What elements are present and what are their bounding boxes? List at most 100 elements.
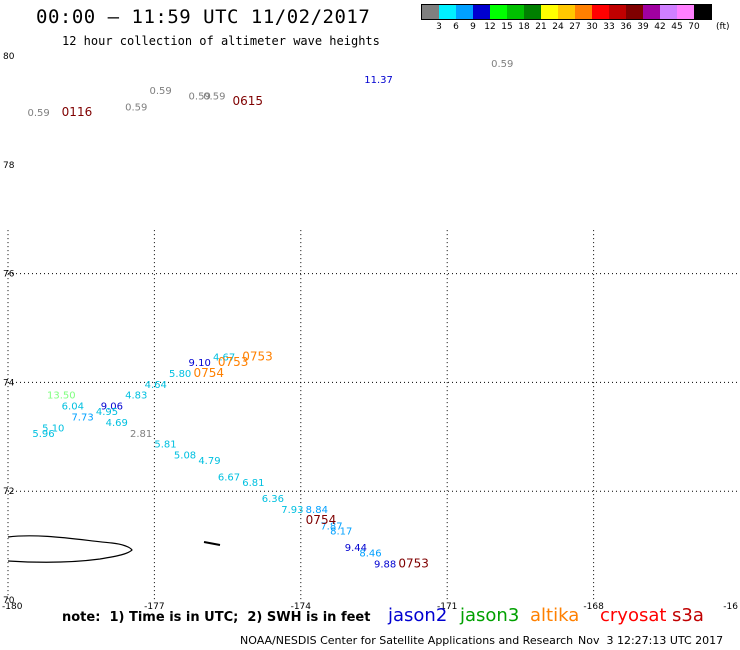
legend-label: 15 xyxy=(501,22,513,32)
legend-label: 33 xyxy=(603,22,615,32)
wave-height-label: 5.80 xyxy=(169,369,191,380)
legend-swatch xyxy=(677,5,694,19)
wave-height-label: 4.95 xyxy=(96,407,118,418)
wave-height-label: 4.79 xyxy=(198,456,220,467)
pass-time-label: 0754 xyxy=(193,366,224,380)
wave-height-label: 0.59 xyxy=(125,102,147,113)
wave-height-label: 7.93 xyxy=(281,505,303,516)
pass-time-label: 0754 xyxy=(306,513,337,527)
lat-label: 78 xyxy=(3,161,15,171)
wave-height-label: 4.64 xyxy=(145,380,167,391)
wave-height-label: 5.96 xyxy=(32,429,54,440)
legend-label: 45 xyxy=(671,22,683,32)
legend-label: 12 xyxy=(484,22,496,32)
legend-label: 9 xyxy=(470,22,476,32)
wave-height-label: 6.67 xyxy=(218,472,240,483)
satellite-jason2: jason2 xyxy=(388,605,448,626)
wave-height-label: 6.36 xyxy=(262,494,284,505)
legend-label: 42 xyxy=(654,22,666,32)
wave-height-label: 9.88 xyxy=(374,559,396,570)
legend-label: 39 xyxy=(637,22,649,32)
legend-label: 27 xyxy=(569,22,581,32)
page-subtitle: 12 hour collection of altimeter wave hei… xyxy=(62,34,380,48)
legend-swatch xyxy=(643,5,660,19)
coastline-islet xyxy=(203,541,221,546)
wave-height-label: 4.83 xyxy=(125,391,147,402)
coastline-wrangel-island xyxy=(7,535,133,563)
lon-label: -16 xyxy=(723,602,738,612)
wave-height-label: 6.04 xyxy=(62,402,84,413)
pass-time-label: 0753 xyxy=(242,350,273,364)
wave-height-label: 5.08 xyxy=(174,451,196,462)
wave-height-label: 5.10 xyxy=(42,423,64,434)
legend-label: 30 xyxy=(586,22,598,32)
legend-color-bar xyxy=(421,4,712,20)
wave-height-label: 0.59 xyxy=(203,92,225,103)
legend-swatch xyxy=(439,5,456,19)
wave-height-label: 8.46 xyxy=(359,548,381,559)
wave-height-label: 2.81 xyxy=(130,429,152,440)
wave-height-label: 9.44 xyxy=(345,543,367,554)
legend-labels: 3 6 9 12 15 18 21 24 27 30 33 36 39 42 45 70 (ft) xyxy=(421,20,729,34)
satellite-altika: altika xyxy=(530,605,580,626)
legend-swatch xyxy=(626,5,643,19)
satellite-cryosat: cryosat xyxy=(600,605,667,626)
legend-label: 3 xyxy=(436,22,442,32)
wave-height-label: 4.67 xyxy=(213,353,235,364)
legend-swatch xyxy=(473,5,490,19)
legend-swatch xyxy=(558,5,575,19)
legend-swatch xyxy=(609,5,626,19)
legend-label: 24 xyxy=(552,22,564,32)
wave-height-label: 0.59 xyxy=(28,108,50,119)
legend-swatch xyxy=(456,5,473,19)
footer-note: note: 1) Time is in UTC; 2) SWH is in fe… xyxy=(62,610,371,625)
wave-height-label: 9.10 xyxy=(189,358,211,369)
legend-swatch xyxy=(507,5,524,19)
pass-time-label: 0116 xyxy=(62,105,93,119)
wave-height-label: 6.81 xyxy=(242,478,264,489)
legend-label: 21 xyxy=(535,22,547,32)
lon-label: -177 xyxy=(144,602,164,612)
legend-label: 18 xyxy=(518,22,530,32)
legend-swatch xyxy=(541,5,558,19)
pass-time-label: 0615 xyxy=(232,94,263,108)
wave-height-label: 7.73 xyxy=(71,412,93,423)
wave-height-label: 0.59 xyxy=(189,92,211,103)
wave-height-label: 0.59 xyxy=(150,86,172,97)
legend-swatch xyxy=(592,5,609,19)
wave-height-label: 9.06 xyxy=(101,402,123,413)
satellite-jason3: jason3 xyxy=(460,605,520,626)
timestamp-text: Nov 3 12:27:13 UTC 2017 xyxy=(578,634,724,647)
legend-unit: (ft) xyxy=(716,22,730,32)
pass-time-label: 0753 xyxy=(218,355,249,369)
legend-swatch xyxy=(575,5,592,19)
satellite-s3a: s3a xyxy=(672,605,704,626)
credit-text: NOAA/NESDIS Center for Satellite Applica… xyxy=(240,634,574,647)
page-title: 00:00 – 11:59 UTC 11/02/2017 xyxy=(36,6,371,28)
lat-label: 80 xyxy=(3,52,15,62)
legend-label: 6 xyxy=(453,22,459,32)
lat-label: 74 xyxy=(3,378,15,388)
legend-swatch xyxy=(422,5,439,19)
color-legend: 3 6 9 12 15 18 21 24 27 30 33 36 39 42 45 70 (ft) xyxy=(421,4,730,34)
pass-time-label: 0753 xyxy=(398,556,429,570)
lon-label: -168 xyxy=(583,602,604,612)
lon-label: -171 xyxy=(437,602,457,612)
wave-height-label: 5.81 xyxy=(154,440,176,451)
lat-label: 70 xyxy=(3,596,15,606)
wave-height-label: 4.69 xyxy=(106,418,128,429)
wave-height-label: 7.87 xyxy=(320,521,342,532)
legend-swatch xyxy=(660,5,677,19)
legend-label: 36 xyxy=(620,22,632,32)
legend-swatch xyxy=(694,5,711,19)
wave-height-label: 0.59 xyxy=(491,59,513,70)
lon-label: -180 xyxy=(2,602,23,612)
legend-swatch xyxy=(524,5,541,19)
wave-height-label: 8.84 xyxy=(306,505,328,516)
legend-label: 70 xyxy=(688,22,700,32)
lat-label: 72 xyxy=(3,487,14,497)
lon-label: -174 xyxy=(291,602,312,612)
lat-label: 76 xyxy=(3,270,15,280)
